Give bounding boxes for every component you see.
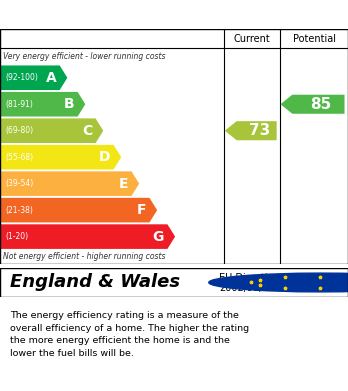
Text: (1-20): (1-20)	[5, 232, 28, 241]
Text: Current: Current	[234, 34, 271, 44]
Text: G: G	[152, 230, 164, 244]
Text: A: A	[46, 71, 56, 85]
Polygon shape	[0, 224, 175, 249]
Polygon shape	[0, 171, 139, 196]
Polygon shape	[0, 92, 85, 117]
Polygon shape	[0, 145, 121, 169]
Text: B: B	[64, 97, 74, 111]
Text: 85: 85	[310, 97, 332, 112]
Text: England & Wales: England & Wales	[10, 273, 181, 292]
Text: 2002/91/EC: 2002/91/EC	[219, 283, 276, 293]
Polygon shape	[0, 198, 157, 222]
Text: (55-68): (55-68)	[5, 152, 33, 162]
Text: Not energy efficient - higher running costs: Not energy efficient - higher running co…	[3, 252, 166, 262]
Text: (69-80): (69-80)	[5, 126, 33, 135]
Text: (92-100): (92-100)	[5, 73, 38, 82]
Circle shape	[209, 273, 348, 292]
Text: The energy efficiency rating is a measure of the
overall efficiency of a home. T: The energy efficiency rating is a measur…	[10, 311, 250, 358]
Text: 73: 73	[249, 123, 270, 138]
Polygon shape	[0, 65, 68, 90]
Text: EU Directive: EU Directive	[219, 273, 279, 283]
Text: D: D	[98, 150, 110, 164]
Text: Very energy efficient - lower running costs: Very energy efficient - lower running co…	[3, 52, 166, 61]
Text: Energy Efficiency Rating: Energy Efficiency Rating	[10, 2, 258, 20]
Text: C: C	[82, 124, 92, 138]
Text: (21-38): (21-38)	[5, 206, 33, 215]
Text: (81-91): (81-91)	[5, 100, 33, 109]
Text: Potential: Potential	[293, 34, 335, 44]
Polygon shape	[280, 95, 345, 114]
Text: E: E	[119, 177, 128, 191]
Text: (39-54): (39-54)	[5, 179, 33, 188]
Polygon shape	[225, 121, 277, 140]
Polygon shape	[0, 118, 103, 143]
Text: F: F	[136, 203, 146, 217]
